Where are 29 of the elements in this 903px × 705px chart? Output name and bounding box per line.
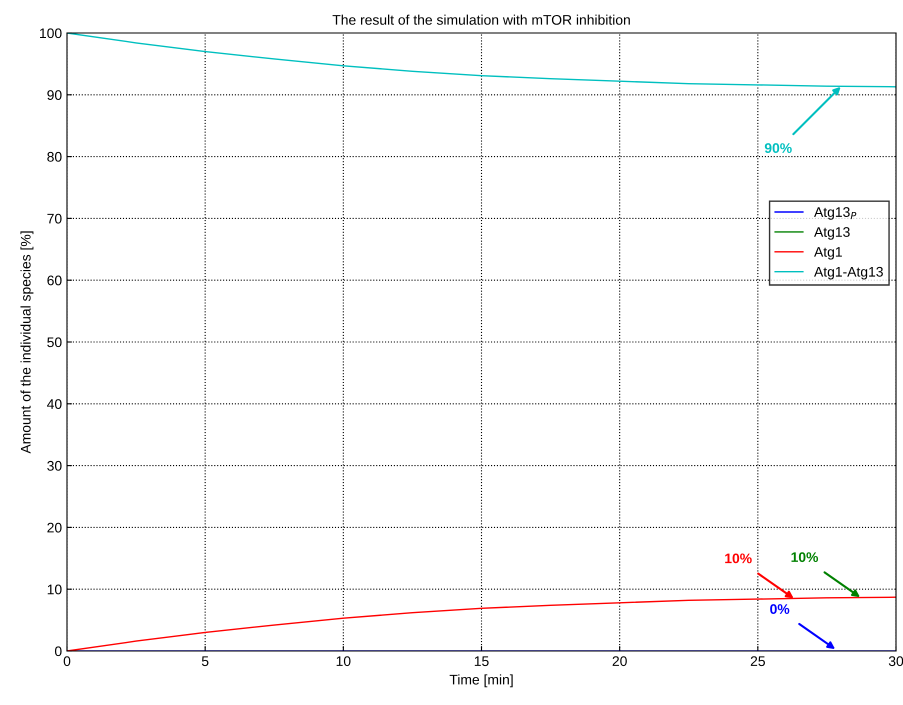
x-tick-label: 0 — [64, 656, 70, 666]
annotation: 10% — [791, 552, 818, 562]
annotation: 0% — [770, 604, 790, 614]
y-tick-label: 60 — [47, 276, 62, 286]
annotation: 10% — [725, 553, 752, 564]
y-tick-label: 30 — [47, 460, 62, 471]
y-tick-label: 90 — [47, 90, 62, 100]
chart-title: The result of the simulation with mTOR inhibition — [332, 14, 630, 25]
x-axis-title: Time [min] — [450, 674, 513, 688]
legend-label: Atg1-Atg13 — [814, 266, 883, 280]
x-tick-label: 10 — [336, 656, 351, 666]
x-tick-label: 20 — [612, 656, 627, 666]
x-tick-label: 15 — [474, 656, 489, 666]
y-tick-label: 80 — [47, 152, 62, 162]
y-tick-label: 50 — [47, 337, 62, 348]
legend-label: Atg13 — [814, 227, 850, 240]
legend-label: Atg1 — [814, 247, 842, 260]
y-tick-label: 10 — [48, 584, 62, 594]
x-tick-label: 25 — [750, 656, 765, 666]
y-axis-title: Amount of the individual species [%] — [20, 231, 34, 454]
annotation: 90% — [764, 143, 792, 153]
y-tick-label: 70 — [47, 214, 62, 224]
x-tick-label: 30 — [888, 656, 903, 666]
y-tick-label: 0 — [54, 646, 62, 656]
y-tick-label: 20 — [47, 522, 62, 533]
y-tick-label: 100 — [40, 28, 62, 38]
y-tick-label: 40 — [47, 399, 62, 409]
legend-label: Atg13$_{P}$ — [814, 207, 856, 220]
x-tick-label: 5 — [202, 656, 208, 666]
